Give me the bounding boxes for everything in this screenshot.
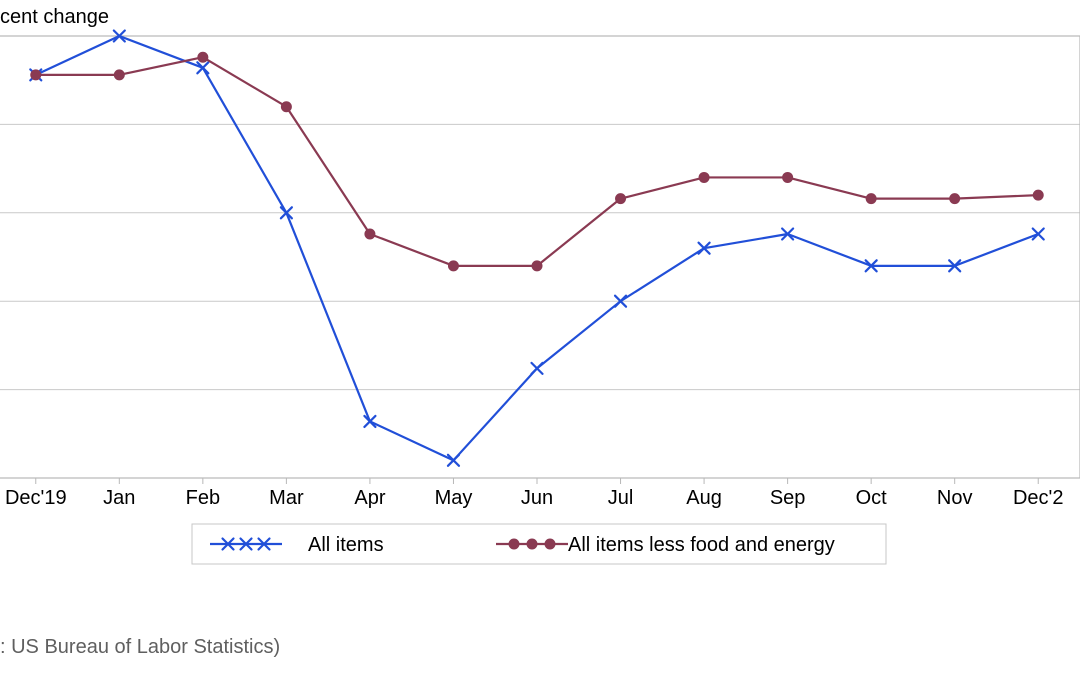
chart-container: cent change Dec'19 Jan Feb Mar Apr May Jun Jul A… (0, 0, 1080, 675)
legend-label-all_items: All items (308, 534, 384, 556)
y-axis-label: cent change (0, 6, 109, 29)
x-tick-label: Jun (521, 487, 553, 509)
legend-label-core: All items less food and energy (568, 534, 835, 556)
x-tick-label: Jan (103, 487, 135, 509)
x-tick-label: Oct (856, 487, 888, 509)
x-tick-label: Mar (269, 487, 304, 509)
x-tick-label: Dec'19 (5, 487, 67, 509)
x-tick-label: Jul (608, 487, 634, 509)
x-tick-label: Dec'2 (1013, 487, 1064, 509)
x-tick-label: Apr (354, 487, 385, 509)
x-tick-label: May (435, 487, 473, 509)
x-tick-label: Aug (686, 487, 722, 509)
line-chart: Dec'19 Jan Feb Mar Apr May Jun Jul Aug Sep Oct Nov D… (0, 0, 1080, 675)
x-tick-label: Sep (770, 487, 806, 509)
x-tick-label: Nov (937, 487, 973, 509)
source-caption: : US Bureau of Labor Statistics) (0, 636, 280, 659)
x-tick-label: Feb (186, 487, 220, 509)
